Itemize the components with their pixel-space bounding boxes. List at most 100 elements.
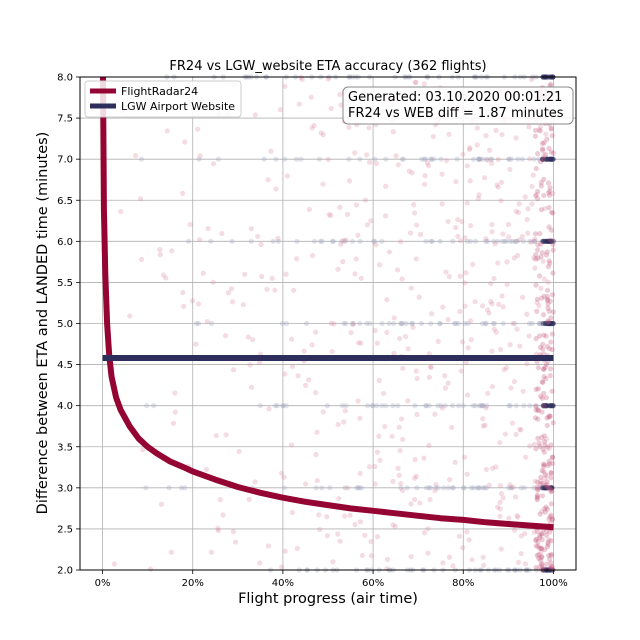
scatter-point (349, 238, 356, 244)
scatter-point (437, 238, 443, 244)
scatter-point (467, 145, 473, 151)
scatter-point (546, 537, 552, 543)
scatter-point (389, 433, 395, 439)
scatter-point (428, 364, 434, 370)
scatter-point (476, 156, 483, 162)
scatter-point (195, 320, 202, 327)
scatter-point (210, 279, 216, 285)
scatter-point (538, 393, 544, 399)
scatter-point (545, 305, 551, 311)
scatter-point (494, 182, 500, 188)
scatter-point (541, 366, 547, 372)
scatter-point (513, 431, 519, 438)
scatter-point (288, 442, 295, 448)
scatter-point (144, 403, 150, 409)
scatter-point (550, 210, 556, 216)
scatter-point (476, 192, 482, 198)
scatter-point (544, 561, 550, 567)
scatter-layer (111, 74, 556, 573)
scatter-point (414, 411, 420, 418)
scatter-point (535, 543, 541, 549)
scatter-point (386, 249, 392, 255)
scatter-point (185, 238, 192, 244)
scatter-point (532, 478, 538, 484)
scatter-point (536, 303, 542, 309)
scatter-point (543, 504, 549, 510)
scatter-point (416, 294, 422, 300)
scatter-point (313, 485, 319, 491)
scatter-point (296, 101, 302, 107)
scatter-point (546, 258, 552, 264)
scatter-point (357, 470, 363, 477)
scatter-point (531, 238, 537, 244)
scatter-point (457, 308, 463, 315)
scatter-point (460, 545, 466, 551)
scatter-point (372, 463, 378, 470)
scatter-point (379, 238, 385, 244)
scatter-point (343, 320, 349, 327)
scatter-point (359, 485, 365, 491)
scatter-point (526, 320, 533, 327)
scatter-point (539, 508, 545, 514)
scatter-point (335, 531, 341, 537)
scatter-point (533, 193, 539, 199)
scatter-point (495, 156, 501, 163)
scatter-point (525, 206, 531, 212)
scatter-point (491, 238, 497, 244)
scatter-point (369, 403, 376, 409)
scatter-point (426, 442, 432, 448)
scatter-point (422, 181, 428, 187)
scatter-point (538, 531, 545, 537)
scatter-point (481, 175, 488, 181)
scatter-point (449, 485, 455, 491)
scatter-point (534, 308, 540, 314)
scatter-point (544, 422, 550, 429)
scatter-point (181, 303, 187, 309)
scatter-point (215, 525, 221, 531)
scatter-point (419, 156, 425, 162)
scatter-point (282, 548, 288, 554)
scatter-point (520, 388, 526, 394)
scatter-point (409, 320, 415, 327)
scatter-point (450, 403, 456, 409)
scatter-point (547, 188, 553, 194)
scatter-point (430, 133, 436, 140)
scatter-point (535, 479, 541, 485)
scatter-point (418, 320, 425, 327)
scatter-point (462, 303, 468, 309)
scatter-point (449, 424, 455, 431)
chart-title: FR24 vs LGW_website ETA accuracy (362 fl… (169, 59, 486, 74)
scatter-point (147, 566, 154, 572)
scatter-point (325, 76, 332, 82)
scatter-point (540, 446, 546, 452)
scatter-point (477, 403, 483, 409)
scatter-point (204, 318, 210, 325)
scatter-point (513, 238, 519, 244)
scatter-point (547, 298, 553, 304)
scatter-point (541, 439, 547, 445)
scatter-point (422, 173, 428, 179)
scatter-point (506, 156, 512, 162)
scatter-point (450, 485, 456, 491)
scatter-point (172, 409, 178, 415)
scatter-point (544, 287, 551, 293)
scatter-point (539, 395, 545, 401)
scatter-point (483, 236, 489, 242)
scatter-point (538, 474, 544, 480)
scatter-point (534, 495, 540, 501)
scatter-point (393, 153, 399, 159)
x-tick-label: 20% (182, 578, 204, 589)
scatter-point (475, 195, 481, 202)
scatter-point (495, 184, 501, 190)
scatter-point (515, 209, 522, 216)
scatter-point (540, 463, 547, 470)
scatter-point (538, 285, 544, 291)
scatter-point (433, 485, 439, 491)
scatter-point (537, 532, 543, 538)
scatter-point (445, 380, 451, 386)
scatter-point (455, 403, 462, 409)
scatter-point (280, 403, 286, 409)
legend-label-flightradar24: FlightRadar24 (121, 85, 198, 98)
scatter-point (464, 238, 471, 244)
scatter-point (293, 156, 300, 162)
